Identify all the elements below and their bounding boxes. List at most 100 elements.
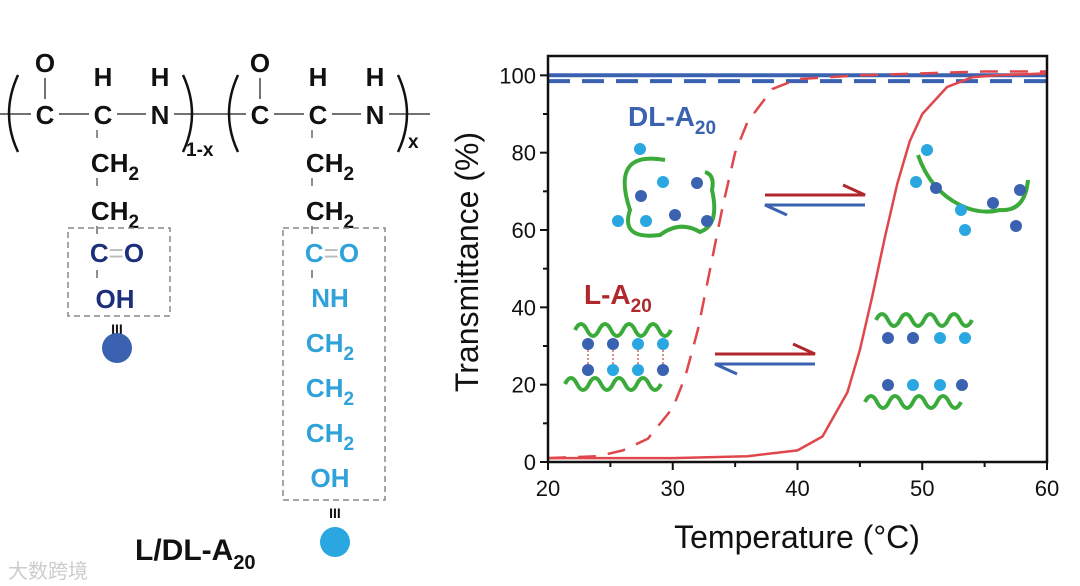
acid-bead bbox=[102, 333, 132, 363]
side-chain-bead bbox=[582, 364, 594, 376]
side-chain-bead bbox=[934, 379, 946, 391]
side-chain-bead bbox=[907, 379, 919, 391]
open-paren bbox=[227, 74, 240, 153]
side-chain-bead bbox=[921, 144, 933, 156]
chain-illustrations bbox=[563, 143, 1030, 410]
subscript: 2 bbox=[343, 344, 354, 365]
x-tick-label: 60 bbox=[1035, 476, 1059, 501]
side-chain-bead bbox=[910, 176, 922, 188]
side-chain-bead bbox=[955, 204, 967, 216]
backbone-atom: C bbox=[94, 100, 113, 130]
side-chain-group: CH2 bbox=[91, 148, 139, 185]
atom-bg bbox=[246, 99, 274, 129]
side-chain-bead bbox=[959, 224, 971, 236]
subscript: 2 bbox=[343, 212, 354, 233]
bead-link: III bbox=[329, 505, 341, 521]
x-axis-label: Temperature (°C) bbox=[674, 519, 920, 555]
helix-chain bbox=[573, 322, 673, 338]
side-chain-bead bbox=[1010, 220, 1022, 232]
side-chain-group: CH2 bbox=[306, 148, 354, 185]
y-tick-label: 80 bbox=[512, 141, 536, 166]
side-chain-bead bbox=[632, 338, 644, 350]
side-chain-group: CH2 bbox=[306, 418, 354, 455]
coil-chain bbox=[622, 156, 717, 238]
side-chain-bead bbox=[930, 182, 942, 194]
top-atom: O bbox=[250, 48, 270, 78]
atom-bg bbox=[31, 99, 59, 129]
backbone-atom: C bbox=[251, 100, 270, 130]
annotation-sub: 20 bbox=[695, 118, 716, 139]
side-chain-bead bbox=[701, 215, 713, 227]
subscript: 2 bbox=[128, 212, 139, 233]
forward-arrow bbox=[765, 183, 866, 197]
y-tick-label: 60 bbox=[512, 218, 536, 243]
reverse-arrow bbox=[714, 362, 815, 376]
open-paren bbox=[7, 74, 20, 153]
x-tick-label: 20 bbox=[536, 476, 560, 501]
backbone-atom: C bbox=[309, 100, 328, 130]
subscript: 2 bbox=[343, 434, 354, 455]
plot-frame bbox=[546, 54, 1049, 464]
side-chain-group: OH bbox=[311, 463, 350, 493]
side-chain-bead bbox=[882, 332, 894, 344]
annotation-dl-a20: DL-A20 bbox=[628, 101, 716, 139]
annotation-main: DL-A bbox=[628, 101, 695, 132]
side-chain-bead bbox=[669, 209, 681, 221]
annotation-l-a20: L-A20 bbox=[584, 279, 652, 317]
helix-chain bbox=[863, 394, 963, 410]
subscript: 2 bbox=[343, 164, 354, 185]
side-chain-bead bbox=[582, 338, 594, 350]
subscript: 2 bbox=[128, 164, 139, 185]
reverse-arrow bbox=[764, 203, 865, 217]
side-chain-bead bbox=[612, 215, 624, 227]
side-chain-bead bbox=[956, 379, 968, 391]
double-bond-sign: = bbox=[324, 238, 339, 268]
side-chain-group: C=O bbox=[90, 238, 144, 268]
helix-chain bbox=[874, 312, 974, 328]
side-chain-group: C=O bbox=[305, 238, 359, 268]
side-chain-bead bbox=[934, 332, 946, 344]
side-chain-bead bbox=[691, 177, 703, 189]
side-chain-bead bbox=[657, 338, 669, 350]
top-atom: H bbox=[309, 62, 328, 92]
top-atom: H bbox=[94, 62, 113, 92]
amide-group-box bbox=[282, 227, 386, 501]
side-chain-bead bbox=[607, 338, 619, 350]
atom-bg bbox=[304, 99, 332, 129]
close-paren bbox=[181, 74, 194, 153]
subscript: 2 bbox=[343, 389, 354, 410]
x-tick-label: 40 bbox=[785, 476, 809, 501]
side-chain-group: OH bbox=[96, 284, 135, 314]
subscript-1-x: 1-x bbox=[186, 140, 214, 161]
amide-bead bbox=[320, 527, 350, 557]
bead-link: III bbox=[111, 321, 123, 337]
polymer-name: L/DL-A20 bbox=[135, 534, 256, 574]
side-chain-bead bbox=[959, 332, 971, 344]
y-tick-label: 20 bbox=[512, 373, 536, 398]
atom-bg bbox=[146, 99, 174, 129]
side-chain-bead bbox=[634, 143, 646, 155]
side-chain-bead bbox=[635, 190, 647, 202]
polymer-name-main: L/DL-A bbox=[135, 534, 233, 567]
curves bbox=[547, 70, 1048, 460]
top-atom: H bbox=[366, 62, 385, 92]
x-tick-label: 50 bbox=[910, 476, 934, 501]
annotation-sub: 20 bbox=[631, 296, 652, 317]
side-chain-bead bbox=[882, 379, 894, 391]
backbone-atom: C bbox=[36, 100, 55, 130]
x-tick-label: 30 bbox=[661, 476, 685, 501]
side-chain-bead bbox=[657, 364, 669, 376]
subscript-x: x bbox=[408, 132, 419, 153]
backbone-atom: N bbox=[151, 100, 170, 130]
side-chain-bead bbox=[987, 197, 999, 209]
top-atom: O bbox=[35, 48, 55, 78]
series-line-2 bbox=[548, 72, 1048, 460]
side-chain-bead bbox=[1014, 184, 1026, 196]
side-chain-bead bbox=[907, 332, 919, 344]
y-tick-label: 100 bbox=[499, 63, 536, 88]
y-tick-label: 0 bbox=[524, 450, 536, 475]
chemical-structure: COCHNHCH2CH2C=OOHCOCHNHCH2CH2C=ONHCH2CH2… bbox=[0, 48, 430, 557]
close-paren bbox=[396, 74, 409, 153]
